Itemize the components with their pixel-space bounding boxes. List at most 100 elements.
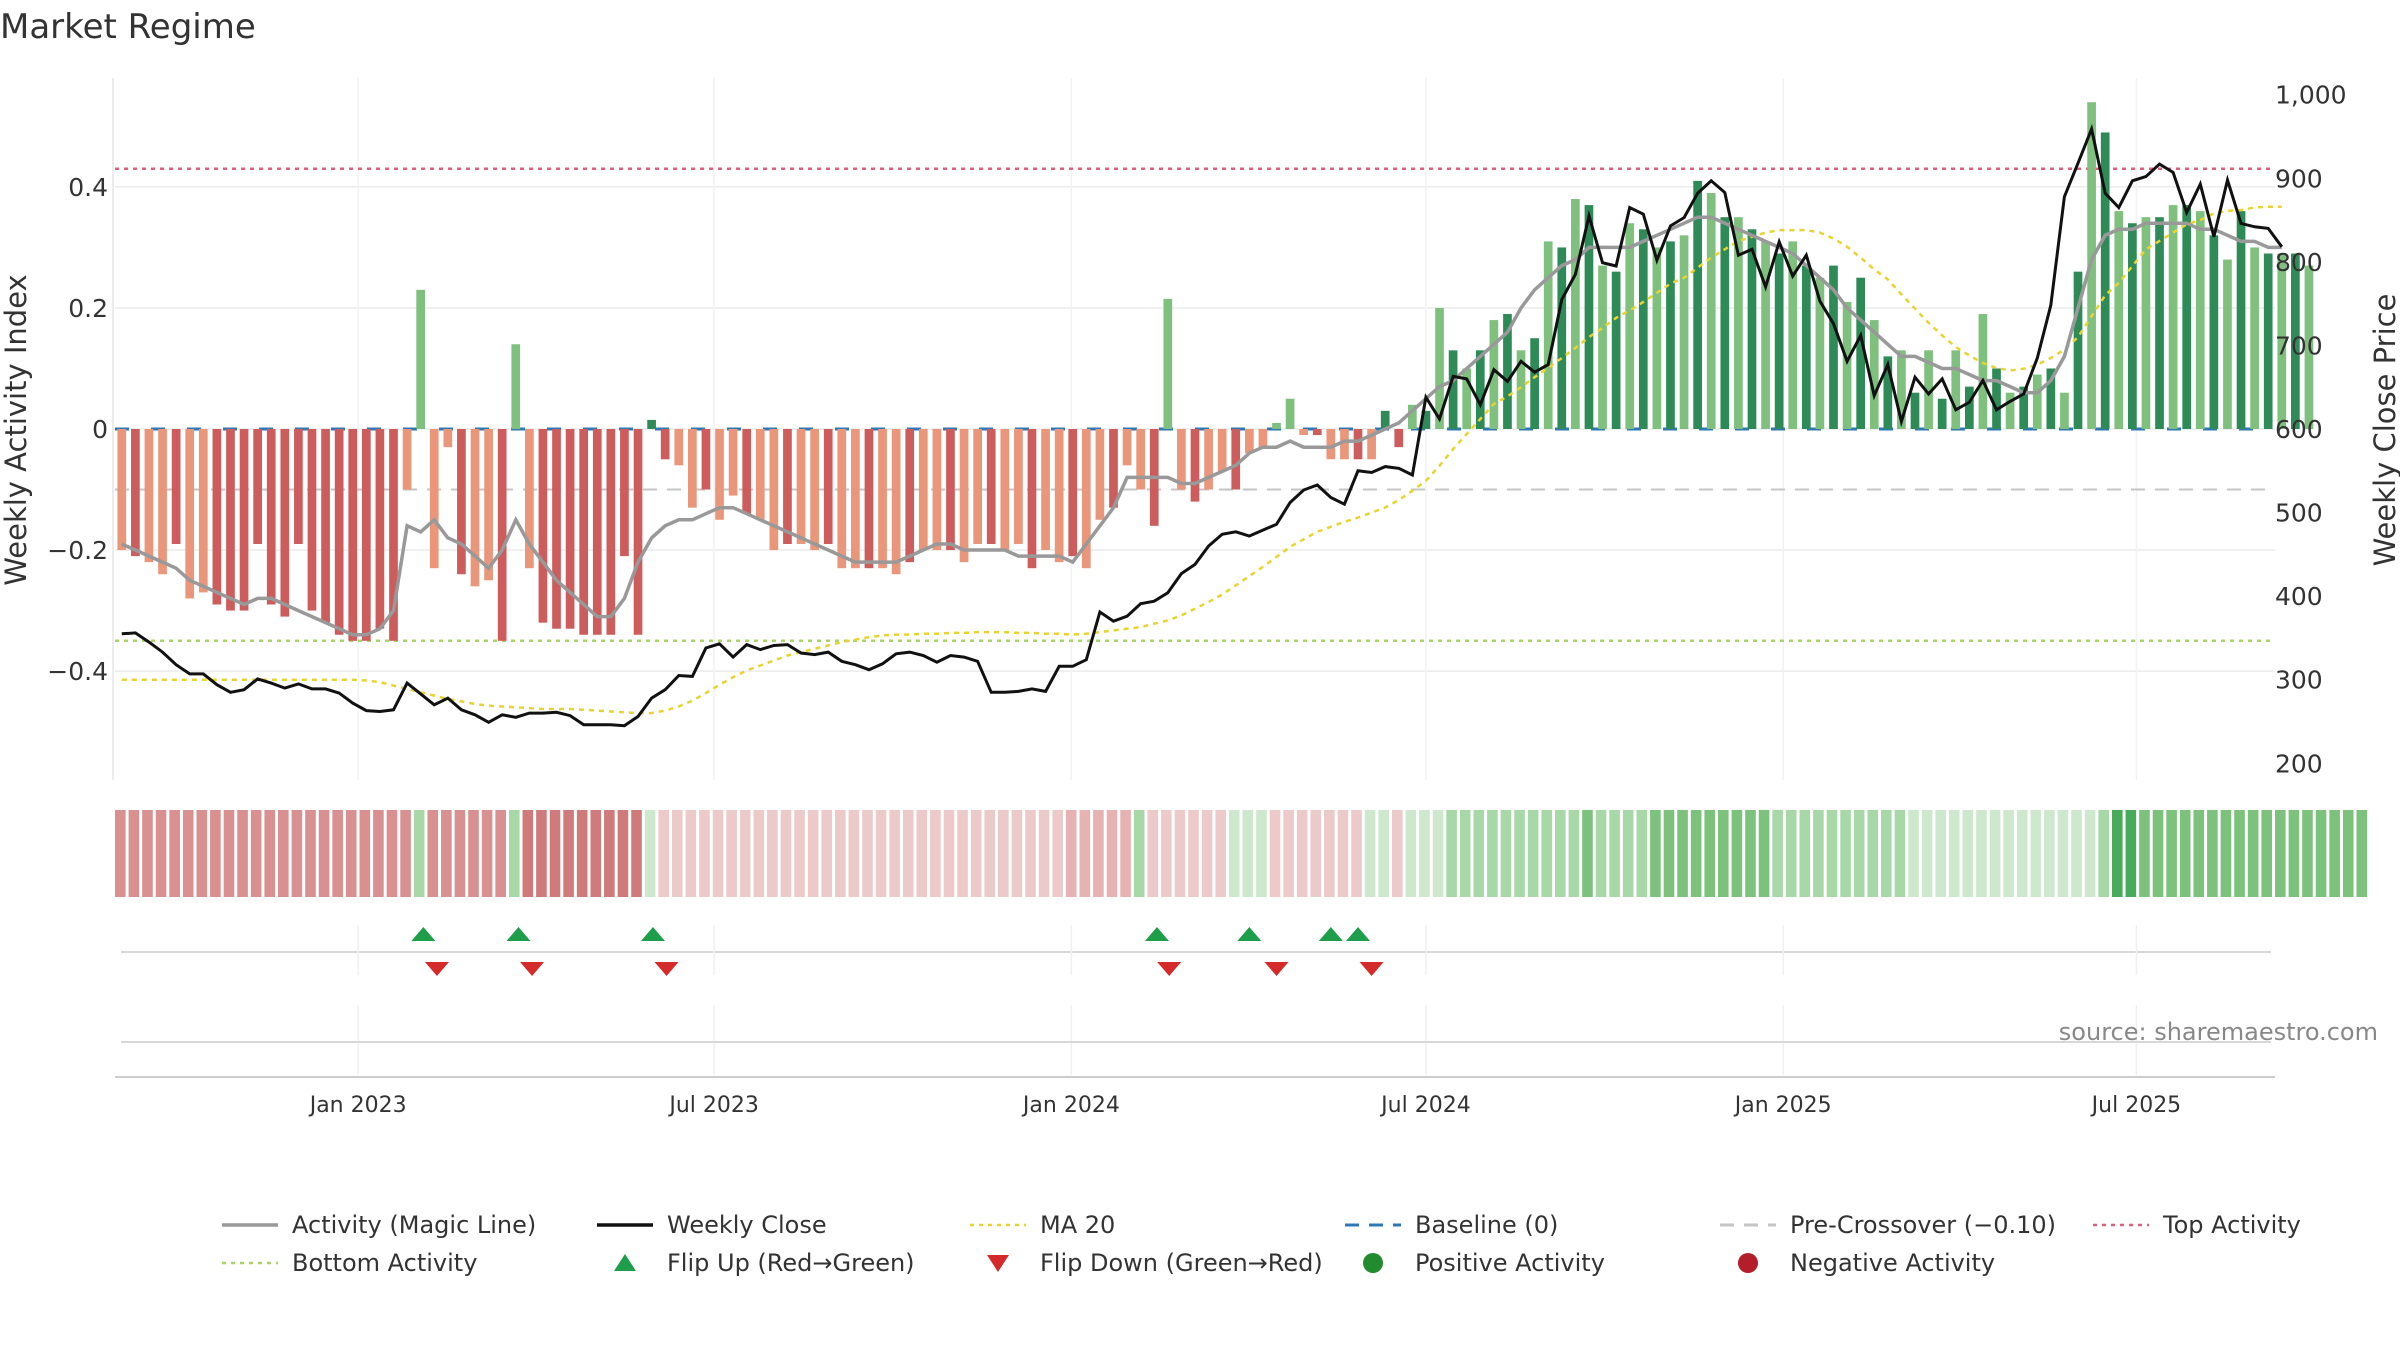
ribbon-cell	[767, 810, 778, 897]
magic-line	[121, 215, 2282, 637]
ribbon-cell	[1215, 810, 1226, 897]
ribbon-cell	[739, 810, 751, 897]
x-tick-label: Jan 2025	[1733, 1093, 1832, 1118]
activity-bar	[158, 429, 167, 575]
legend: Activity (Magic Line) Weekly Close MA 20 Ba…	[222, 1211, 2301, 1277]
legend-item: Pre-Crossover (−0.10)	[1720, 1211, 2056, 1239]
ribbon-cell	[291, 810, 303, 897]
activity-bar	[1421, 410, 1431, 429]
activity-bar	[1326, 429, 1336, 460]
ribbon-cell	[984, 810, 996, 897]
activity-bar	[1652, 247, 1662, 429]
x-tick-label: Jul 2023	[667, 1093, 759, 1118]
activity-bar	[212, 429, 222, 605]
ribbon-cell	[2193, 810, 2205, 897]
ribbon-cell	[1663, 810, 1675, 897]
ribbon-cell	[943, 810, 955, 897]
ribbon-cell	[400, 810, 411, 897]
flip-up-marker	[1346, 927, 1371, 941]
activity-bar	[823, 429, 833, 544]
ribbon-cell	[1161, 810, 1172, 897]
ribbon-cell	[848, 810, 860, 897]
activity-bar	[1340, 429, 1349, 460]
ribbon-cell	[2261, 810, 2273, 897]
activity-bar	[1190, 429, 1200, 502]
ribbon-cell	[1065, 810, 1077, 897]
ribbon-cell	[1541, 810, 1553, 897]
ribbon-cell	[359, 810, 371, 897]
ribbon-cell	[2139, 810, 2150, 897]
activity-bar	[796, 429, 806, 544]
ribbon-cell	[1228, 810, 1240, 897]
ribbon-cell	[495, 810, 506, 897]
legend-swatch	[987, 1255, 1009, 1272]
activity-bar	[1706, 192, 1716, 429]
activity-bar	[2019, 386, 2029, 429]
ribbon-cell	[386, 810, 398, 897]
ribbon-cell	[794, 810, 805, 897]
ribbon-cell	[128, 810, 140, 897]
ribbon-cell	[115, 810, 126, 897]
ribbon-cell	[427, 810, 439, 897]
ribbon-cell	[835, 810, 846, 897]
ribbon-cell	[2016, 810, 2028, 897]
legend-label: Bottom Activity	[292, 1249, 477, 1277]
activity-bar	[918, 429, 928, 551]
activity-bar	[1394, 429, 1404, 448]
activity-bar	[497, 429, 507, 641]
ribbon-cell	[1690, 810, 1702, 897]
y2-axis-label: Weekly Close Price	[2368, 294, 2400, 567]
activity-bar	[1448, 350, 1458, 429]
chart-title: Market Regime	[0, 7, 256, 47]
ribbon-cell	[1677, 810, 1688, 897]
activity-bar	[1054, 429, 1064, 563]
ribbon-cell	[1025, 810, 1036, 897]
y2-tick-label: 400	[2275, 582, 2323, 611]
ribbon-cell	[2111, 810, 2123, 897]
ribbon-cell	[1799, 810, 1811, 897]
activity-bar	[1856, 277, 1866, 429]
activity-bar	[2236, 211, 2246, 429]
activity-bar	[1367, 429, 1376, 460]
activity-bar	[1842, 301, 1852, 429]
activity-bar	[2168, 205, 2178, 429]
ribbon-cell	[1446, 810, 1457, 897]
ribbon-cell	[1935, 810, 1946, 897]
ribbon-cell	[2179, 810, 2191, 897]
ribbon-cell	[2166, 810, 2177, 897]
ribbon-cell	[1636, 810, 1648, 897]
activity-bar	[905, 429, 915, 563]
x-tick-label: Jul 2025	[2090, 1093, 2182, 1118]
y2-tick-label: 1,000	[2275, 81, 2347, 110]
ribbon-cell	[1908, 810, 1919, 897]
ribbon-cell	[1555, 810, 1566, 897]
ribbon-cell	[332, 810, 343, 897]
legend-item: Positive Activity	[1363, 1249, 1605, 1277]
ribbon-cell	[1174, 810, 1186, 897]
activity-bar	[1217, 429, 1227, 472]
activity-bar	[2141, 217, 2151, 429]
ribbon-cell	[1867, 810, 1879, 897]
legend-swatch	[1363, 1253, 1383, 1273]
ribbon-cell	[1432, 810, 1444, 897]
activity-bar	[1109, 429, 1118, 508]
activity-bar	[565, 429, 575, 629]
activity-bar	[783, 429, 792, 544]
y-tick-label: −0.4	[47, 657, 108, 686]
activity-bar	[198, 429, 208, 593]
ribbon-cell	[862, 810, 873, 897]
ribbon-cell	[916, 810, 928, 897]
activity-bar	[878, 429, 887, 569]
activity-bar	[131, 429, 140, 557]
activity-bar	[1177, 429, 1186, 490]
activity-bar	[1068, 429, 1078, 557]
activity-bar	[620, 429, 629, 557]
ribbon-cell	[264, 810, 276, 897]
activity-bar	[280, 429, 290, 617]
activity-bar	[1774, 253, 1784, 429]
ribbon-cell	[1894, 810, 1906, 897]
ribbon-cell	[2044, 810, 2055, 897]
flip-down-marker	[520, 962, 545, 976]
activity-bar	[1312, 429, 1322, 436]
ribbon-cell	[1568, 810, 1580, 897]
